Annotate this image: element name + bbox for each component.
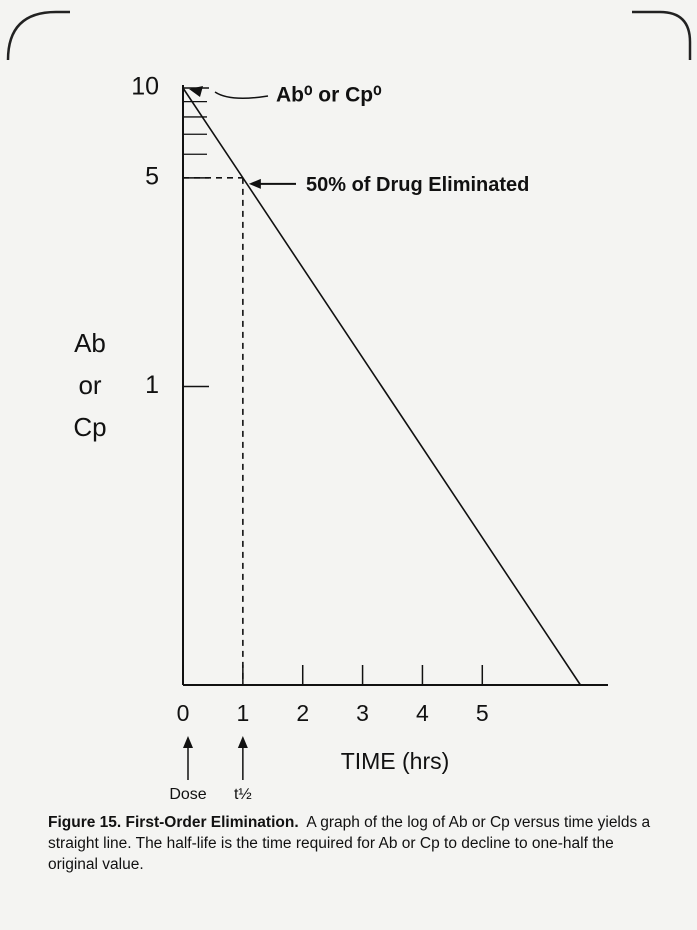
page-border xyxy=(6,10,70,61)
x-note: Dose xyxy=(169,786,206,803)
x-tick-label: 3 xyxy=(356,700,369,726)
annotation: Ab⁰ or Cp⁰ xyxy=(276,84,382,107)
x-tick-label: 5 xyxy=(476,700,489,726)
y-axis-label: Ab xyxy=(74,328,106,358)
annotation-arrow xyxy=(214,91,269,99)
y-tick-label: 5 xyxy=(145,162,159,190)
caption-text: A graph of the log of Ab or Cp versus ti… xyxy=(48,814,651,873)
x-tick-label: 1 xyxy=(236,700,249,726)
x-note: t½ xyxy=(234,786,252,803)
x-tick-label: 2 xyxy=(296,700,309,726)
arrow-head xyxy=(183,736,193,748)
annotation: 50% of Drug Eliminated xyxy=(306,174,529,196)
y-axis-label: or xyxy=(78,370,101,400)
caption: Figure 15. First-Order Elimination. A gr… xyxy=(48,812,658,875)
caption-title: Figure 15. First-Order Elimination. xyxy=(48,814,299,831)
data-line xyxy=(182,87,582,686)
y-tick-label: 1 xyxy=(145,371,159,399)
y-tick-label: 10 xyxy=(131,73,159,101)
arrow-head xyxy=(189,86,203,97)
arrow-head xyxy=(248,178,261,189)
page-border xyxy=(632,10,692,60)
arrow-head xyxy=(237,736,248,748)
x-tick-label: 4 xyxy=(416,700,429,726)
x-axis-label: TIME (hrs) xyxy=(341,748,450,774)
y-axis-label: Cp xyxy=(73,412,106,442)
x-tick-label: 0 xyxy=(177,700,190,726)
